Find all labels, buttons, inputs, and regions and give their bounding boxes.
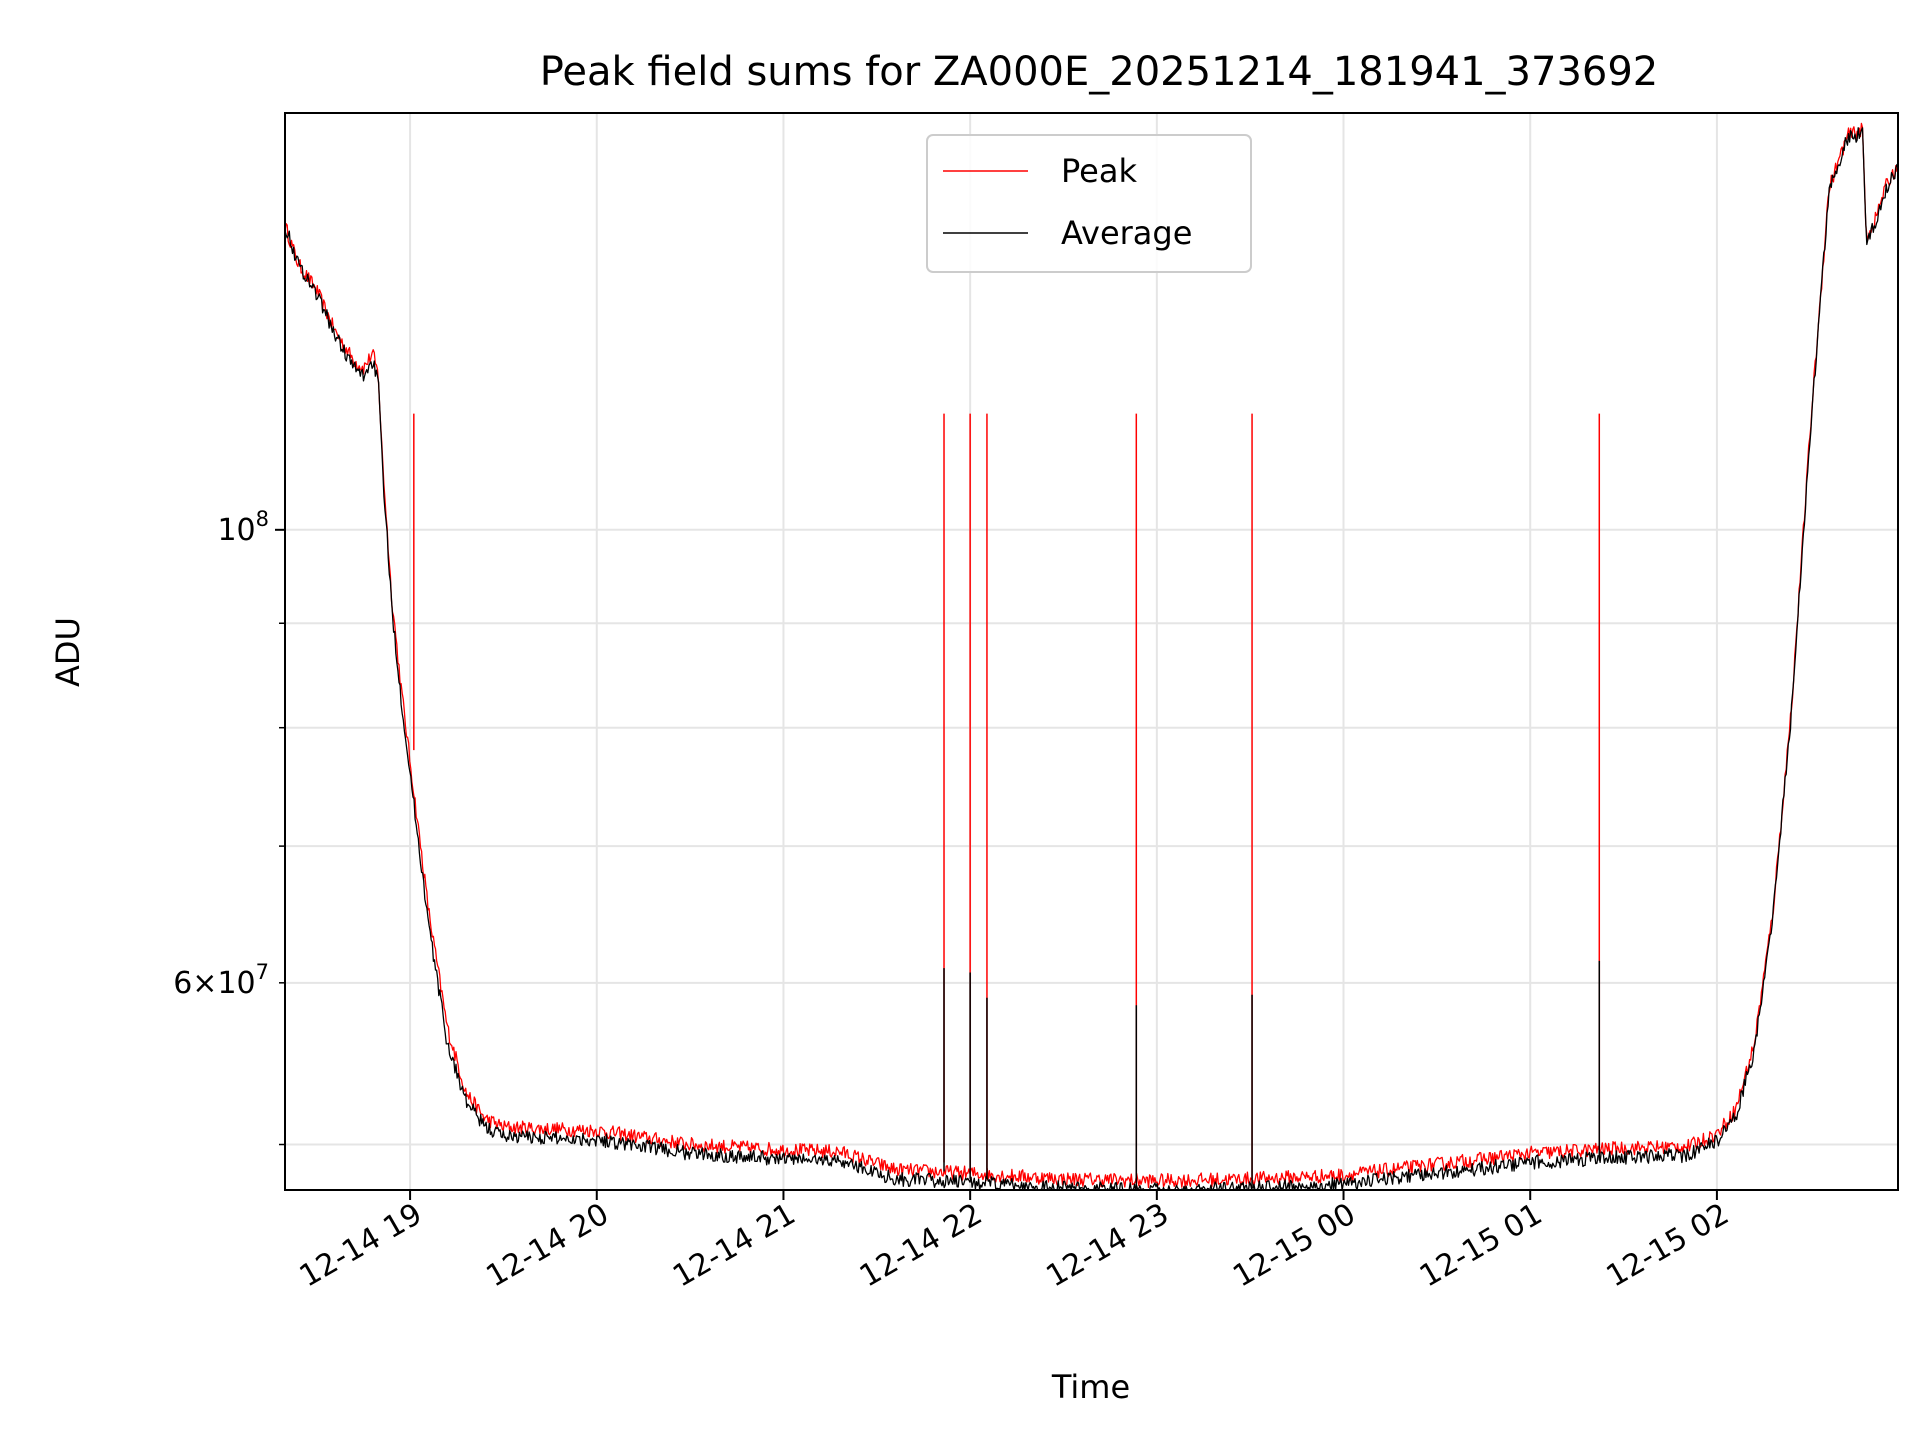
plot-frame — [284, 112, 1899, 1191]
x-axis-title: Time — [1051, 1368, 1130, 1406]
series-line-peak — [284, 122, 1899, 1189]
chart-title: Peak field sums for ZA000E_20251214_1819… — [540, 49, 1659, 95]
y-tick-label-1e8: 108 — [217, 507, 269, 548]
grid-lines — [285, 113, 1898, 1190]
legend-box — [926, 134, 1252, 273]
plot-area — [285, 113, 1898, 1190]
legend-label-average: Average — [1061, 214, 1192, 252]
y-axis-title: ADU — [49, 617, 87, 687]
series-layer — [284, 122, 1899, 1191]
legend: Peak Average — [926, 134, 1252, 273]
y-tick-label-6e7: 6×107 — [173, 960, 269, 1001]
legend-label-peak: Peak — [1061, 152, 1137, 190]
